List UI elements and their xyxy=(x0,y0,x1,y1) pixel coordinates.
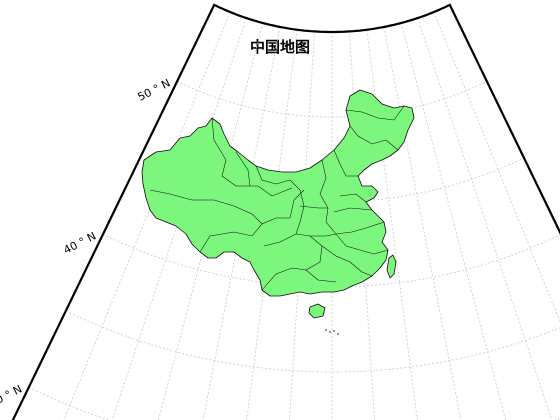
south-sea-island xyxy=(337,333,339,335)
province-border xyxy=(321,245,373,277)
lat-label: 50 ° N xyxy=(136,76,173,103)
grid-parallel xyxy=(28,387,560,420)
province-border xyxy=(333,193,373,213)
province-border xyxy=(299,205,337,237)
province-border xyxy=(149,189,263,225)
map-boundary xyxy=(11,3,560,420)
grid-meridian xyxy=(157,22,264,420)
province-border xyxy=(235,151,305,219)
grid-meridian xyxy=(417,17,553,420)
grid-meridian xyxy=(400,22,507,420)
south-sea-island xyxy=(325,329,327,331)
province-border xyxy=(211,117,293,197)
grid-parallel xyxy=(65,310,560,373)
grid-meridian xyxy=(289,31,315,420)
province-border xyxy=(335,221,389,255)
taiwan-island xyxy=(386,254,397,279)
province-border xyxy=(199,217,290,253)
grid-meridian xyxy=(383,26,462,420)
province-border xyxy=(255,165,305,235)
south-sea-island xyxy=(329,331,331,333)
map-frame xyxy=(11,3,560,420)
china-landmass xyxy=(141,89,415,335)
province-border xyxy=(261,267,337,291)
province-border xyxy=(349,125,399,151)
grid-meridian xyxy=(202,26,281,420)
grid-meridian xyxy=(433,11,560,323)
hainan-island xyxy=(308,303,326,319)
lat-label: 40 ° N xyxy=(61,229,98,256)
province-borders xyxy=(149,105,405,291)
province-border xyxy=(345,105,405,121)
south-sea-island xyxy=(333,330,335,332)
grid-meridian xyxy=(246,29,298,420)
grid-meridian xyxy=(63,11,231,420)
province-border xyxy=(333,149,358,177)
map-title: 中国地图 xyxy=(249,38,310,56)
china-mainland-shape xyxy=(141,89,415,297)
